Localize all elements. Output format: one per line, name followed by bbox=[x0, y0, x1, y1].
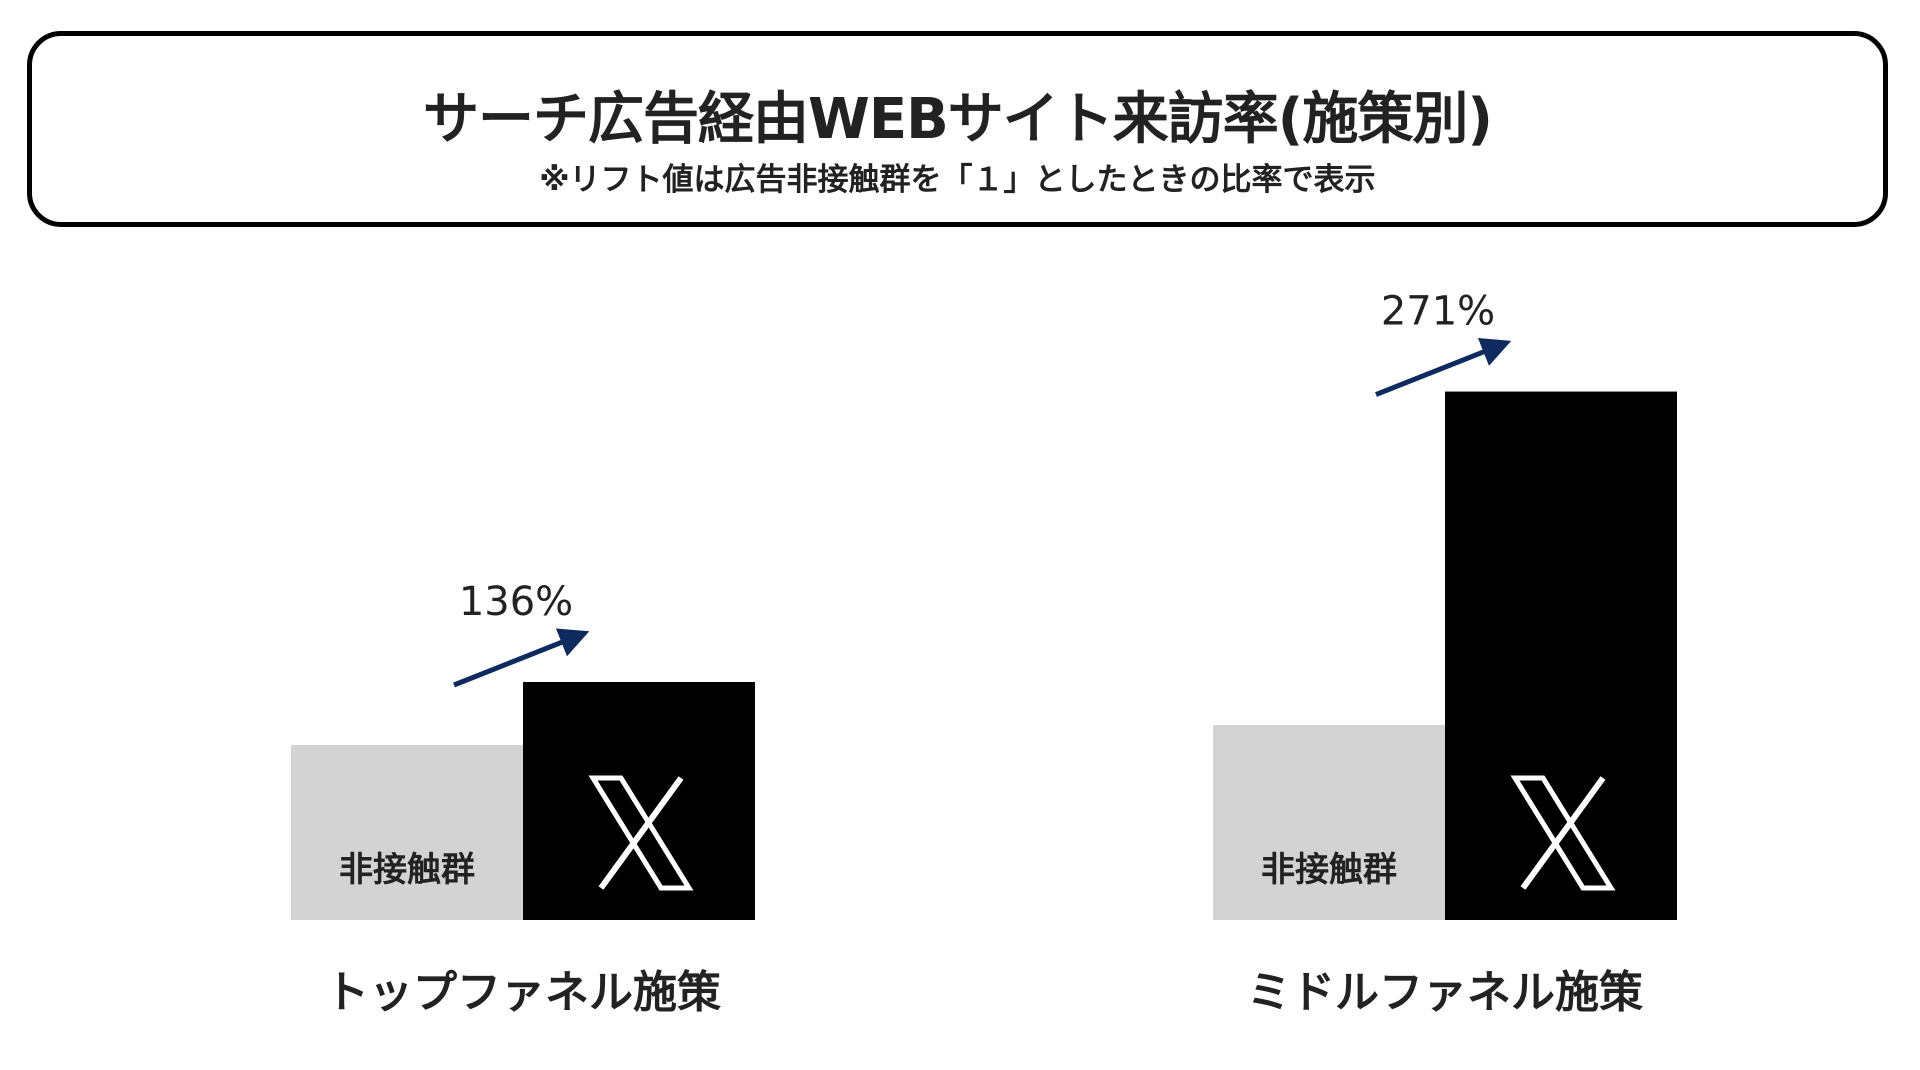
category-label: トップファネル施策 bbox=[325, 967, 721, 1018]
chart-title: サーチ広告経由WEBサイト来訪率(施策別) bbox=[423, 87, 1493, 152]
bar-non-exposed bbox=[1213, 725, 1445, 920]
lift-arrow-icon bbox=[1375, 337, 1512, 397]
bar-x bbox=[523, 682, 755, 920]
chart-subtitle: ※リフト値は広告非接触群を「１」としたときの比率で表示 bbox=[539, 162, 1376, 198]
lift-label: 136% bbox=[459, 579, 573, 625]
lift-label: 271% bbox=[1381, 289, 1495, 335]
category-label: ミドルファネル施策 bbox=[1247, 967, 1643, 1018]
bar-non-exposed bbox=[291, 745, 523, 920]
bar-label-non-exposed: 非接触群 bbox=[1261, 850, 1397, 890]
x-logo-icon bbox=[588, 775, 694, 891]
bar-label-non-exposed: 非接触群 bbox=[339, 850, 475, 890]
x-logo-icon bbox=[1510, 775, 1616, 891]
lift-arrow-icon bbox=[453, 628, 590, 688]
title-box: サーチ広告経由WEBサイト来訪率(施策別) ※リフト値は広告非接触群を「１」とし… bbox=[27, 31, 1888, 227]
